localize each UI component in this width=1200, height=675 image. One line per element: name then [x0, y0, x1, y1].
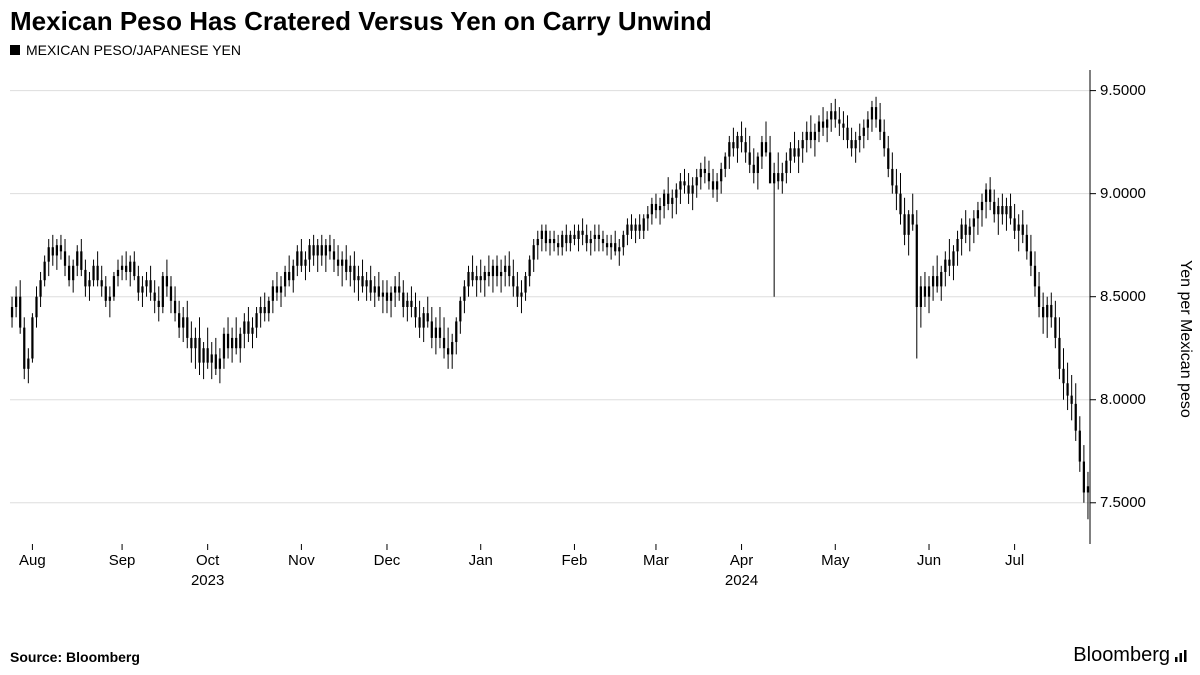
- source-attribution: Source: Bloomberg: [10, 649, 140, 665]
- x-tick-label: Jul: [1005, 552, 1024, 569]
- brand-text: Bloomberg: [1073, 644, 1170, 667]
- x-tick-label: Oct: [196, 552, 219, 569]
- legend-swatch: [10, 45, 20, 55]
- chart-legend: MEXICAN PESO/JAPANESE YEN: [10, 42, 241, 58]
- x-tick-label: Aug: [19, 552, 46, 569]
- x-year-label: 2023: [191, 572, 224, 589]
- y-axis-title: Yen per Mexican peso: [1176, 260, 1194, 418]
- y-tick-label: 9.5000: [1100, 82, 1146, 99]
- x-year-label: 2024: [725, 572, 758, 589]
- x-tick-label: Apr: [730, 552, 753, 569]
- x-tick-label: Sep: [109, 552, 136, 569]
- chart-plot: [10, 64, 1110, 594]
- legend-label: MEXICAN PESO/JAPANESE YEN: [26, 42, 241, 58]
- brand-icon: [1174, 649, 1188, 663]
- x-tick-label: Mar: [643, 552, 669, 569]
- x-tick-label: Jan: [469, 552, 493, 569]
- x-tick-label: Dec: [374, 552, 401, 569]
- y-tick-label: 7.5000: [1100, 494, 1146, 511]
- x-tick-label: May: [821, 552, 849, 569]
- y-tick-label: 8.0000: [1100, 391, 1146, 408]
- x-tick-label: Feb: [562, 552, 588, 569]
- brand-logo: Bloomberg: [1073, 644, 1188, 667]
- y-tick-label: 8.5000: [1100, 288, 1146, 305]
- y-tick-label: 9.0000: [1100, 185, 1146, 202]
- chart-container: Mexican Peso Has Cratered Versus Yen on …: [0, 0, 1200, 675]
- chart-title: Mexican Peso Has Cratered Versus Yen on …: [10, 6, 712, 37]
- x-tick-label: Nov: [288, 552, 315, 569]
- x-tick-label: Jun: [917, 552, 941, 569]
